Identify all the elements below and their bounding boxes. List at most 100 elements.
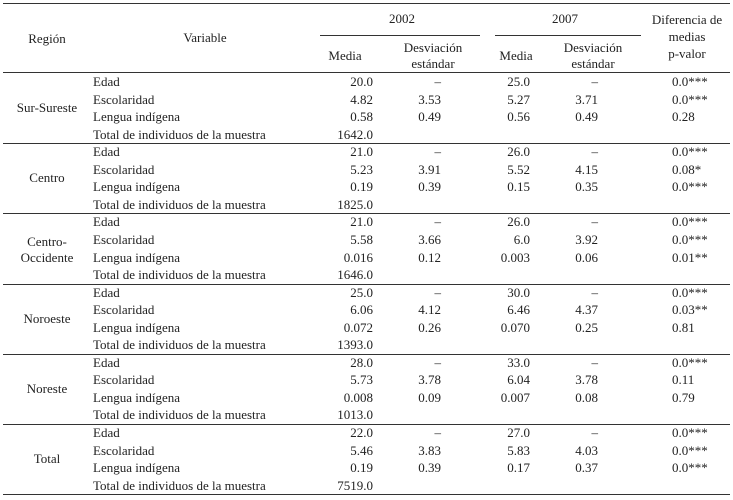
diff-cell: 0.0***	[672, 91, 708, 107]
variable-cell: Escolaridad	[93, 231, 155, 247]
variable-cell: Total de individuos de la muestra	[93, 337, 266, 353]
media-cell: 0.007	[500, 389, 530, 405]
header-variable: Variable	[183, 30, 227, 45]
media-cell: 5.27	[507, 91, 530, 107]
media-cell: 6.06	[350, 302, 373, 318]
variable-cell: Edad	[93, 284, 120, 300]
diff-cell: 0.11	[672, 372, 695, 388]
media-cell: 0.016	[343, 249, 373, 265]
header-region: Región	[28, 31, 66, 46]
region-label: Total	[33, 451, 61, 467]
header-media: Media	[499, 48, 533, 63]
variable-cell: Lengua indígena	[93, 109, 180, 125]
diff-cell: 0.03**	[672, 302, 708, 318]
sd-cell: 0.25	[575, 319, 598, 335]
media-cell: 33.0	[507, 354, 530, 370]
diff-cell: 0.0***	[672, 284, 708, 300]
media-cell: 0.070	[500, 319, 530, 335]
sd-cell: 3.53	[418, 91, 441, 107]
sd-cell: 4.37	[575, 302, 598, 318]
media-cell: 5.46	[350, 442, 373, 458]
sd-cell: 0.26	[418, 319, 441, 335]
rule	[320, 35, 480, 36]
media-cell: 26.0	[507, 144, 530, 160]
sd-cell: –	[591, 354, 599, 370]
media-cell: 1013.0	[337, 407, 373, 423]
media-cell: 25.0	[507, 74, 530, 89]
sd-cell: –	[591, 144, 599, 160]
variable-cell: Edad	[93, 214, 120, 230]
sd-cell: 3.92	[575, 231, 598, 247]
variable-cell: Lengua indígena	[93, 389, 180, 405]
sd-cell: 4.15	[575, 161, 598, 177]
variable-cell: Lengua indígena	[93, 460, 180, 476]
header-sd: Desviación estándar	[563, 40, 623, 71]
media-cell: 26.0	[507, 214, 530, 230]
media-cell: 1646.0	[337, 267, 373, 283]
diff-cell: 0.0***	[672, 231, 708, 247]
sd-cell: 0.08	[575, 389, 598, 405]
sd-cell: –	[434, 74, 442, 89]
sd-cell: 0.35	[575, 179, 598, 195]
sd-cell: 3.71	[575, 91, 598, 107]
media-cell: 0.003	[500, 249, 530, 265]
media-cell: 0.19	[350, 460, 373, 476]
diff-cell: 0.79	[672, 389, 695, 405]
media-cell: 6.0	[513, 231, 530, 247]
sd-cell: 4.03	[575, 442, 598, 458]
sd-cell: 0.39	[418, 460, 441, 476]
diff-cell: 0.0***	[672, 214, 708, 230]
sd-cell: 0.49	[575, 109, 598, 125]
variable-cell: Lengua indígena	[93, 319, 180, 335]
media-cell: 7519.0	[337, 477, 373, 493]
variable-cell: Escolaridad	[93, 372, 155, 388]
variable-cell: Edad	[93, 354, 120, 370]
region-label: Sur-Sureste	[16, 100, 78, 116]
rule	[3, 143, 730, 145]
variable-cell: Edad	[93, 425, 120, 440]
sd-cell: 0.12	[418, 249, 441, 265]
variable-cell: Total de individuos de la muestra	[93, 267, 266, 283]
diff-cell: 0.01**	[672, 249, 708, 265]
rule	[495, 35, 641, 36]
variable-cell: Escolaridad	[93, 442, 155, 458]
variable-cell: Total de individuos de la muestra	[93, 126, 266, 142]
sd-cell: 3.91	[418, 161, 441, 177]
rule	[3, 283, 730, 285]
variable-cell: Escolaridad	[93, 302, 155, 318]
header-sd: Desviación estándar	[403, 40, 463, 71]
media-cell: 5.73	[350, 372, 373, 388]
media-cell: 28.0	[350, 354, 373, 370]
diff-cell: 0.28	[672, 109, 695, 125]
media-cell: 21.0	[350, 214, 373, 230]
media-cell: 0.58	[350, 109, 373, 125]
sd-cell: –	[591, 284, 599, 300]
media-cell: 1642.0	[337, 126, 373, 142]
diff-cell: 0.0***	[672, 74, 708, 89]
variable-cell: Edad	[93, 74, 120, 89]
media-cell: 0.17	[507, 460, 530, 476]
media-cell: 21.0	[350, 144, 373, 160]
variable-cell: Edad	[93, 144, 120, 160]
media-cell: 0.19	[350, 179, 373, 195]
diff-cell: 0.0***	[672, 442, 708, 458]
header-year: 2007	[552, 11, 578, 26]
rule	[3, 72, 730, 73]
diff-cell: 0.0***	[672, 425, 708, 440]
diff-cell: 0.0***	[672, 354, 708, 370]
diff-cell: 0.0***	[672, 179, 708, 195]
sd-cell: 0.09	[418, 389, 441, 405]
media-cell: 6.04	[507, 372, 530, 388]
rule	[3, 353, 730, 355]
variable-cell: Escolaridad	[93, 91, 155, 107]
media-cell: 1825.0	[337, 196, 373, 212]
variable-cell: Total de individuos de la muestra	[93, 477, 266, 493]
region-label: Noroeste	[23, 310, 71, 326]
region-label: Noreste	[26, 380, 68, 396]
media-cell: 1393.0	[337, 337, 373, 353]
media-cell: 25.0	[350, 284, 373, 300]
sd-cell: –	[434, 144, 442, 160]
variable-cell: Lengua indígena	[93, 249, 180, 265]
media-cell: 4.82	[350, 91, 373, 107]
